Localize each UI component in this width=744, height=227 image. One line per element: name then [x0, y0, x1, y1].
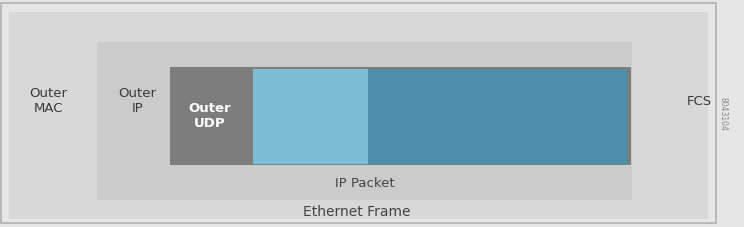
Bar — [368, 70, 627, 164]
Text: IP Packet: IP Packet — [335, 176, 394, 189]
Text: FCS: FCS — [687, 94, 712, 108]
Text: Outer
IP: Outer IP — [118, 87, 157, 115]
Bar — [170, 68, 631, 166]
Text: 8043104: 8043104 — [719, 97, 728, 130]
Bar — [253, 70, 368, 164]
Text: Ethernet Frame: Ethernet Frame — [304, 204, 411, 218]
Bar — [97, 43, 632, 200]
Text: Outer
UDP: Outer UDP — [188, 102, 231, 130]
Text: Outer
MAC: Outer MAC — [29, 87, 68, 115]
Text: VXLAN
Header: VXLAN Header — [284, 102, 338, 130]
Text: Original
Ethernet Frame: Original Ethernet Frame — [440, 102, 556, 130]
